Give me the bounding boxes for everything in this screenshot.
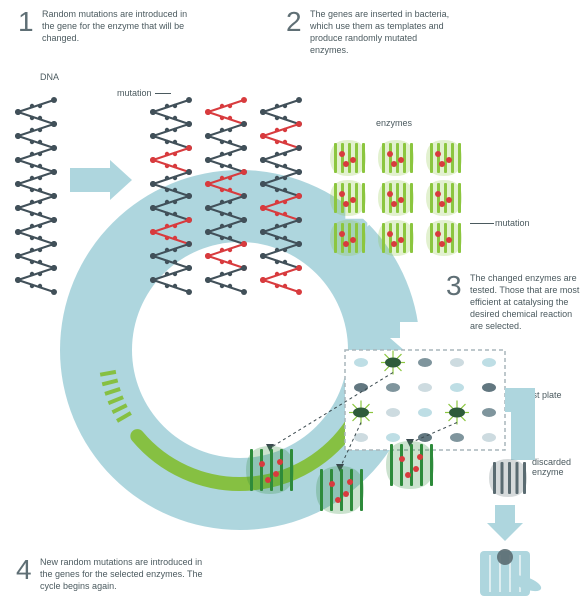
diagram-canvas xyxy=(0,0,586,614)
